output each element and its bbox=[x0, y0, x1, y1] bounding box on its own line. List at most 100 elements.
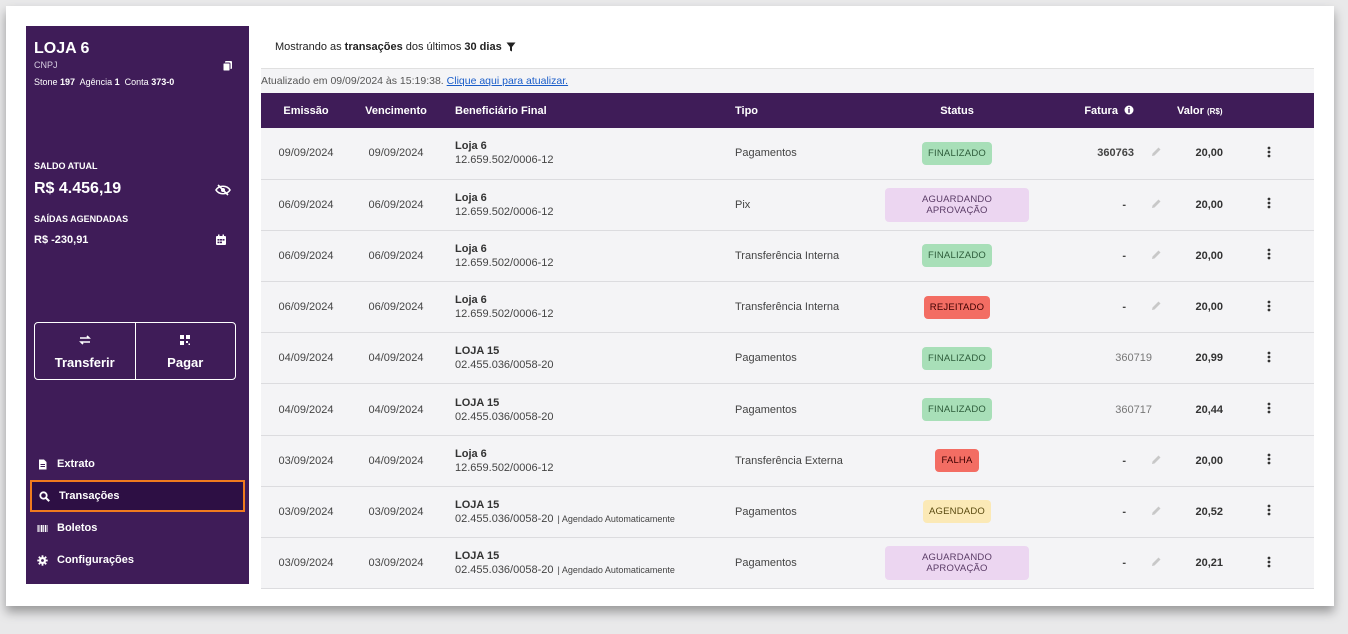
amount: 20,00 bbox=[1195, 301, 1223, 314]
col-valor-label: Valor bbox=[1177, 104, 1204, 117]
beneficiary-name: Loja 6 bbox=[455, 191, 487, 204]
pay-button[interactable]: Pagar bbox=[134, 323, 236, 379]
cell-tipo: Transferência Interna bbox=[735, 301, 840, 314]
more-options-icon[interactable] bbox=[1267, 146, 1271, 158]
cell-emissao: 03/09/2024 bbox=[278, 505, 334, 518]
pencil-icon[interactable] bbox=[1151, 300, 1162, 311]
col-status[interactable]: Status bbox=[940, 104, 974, 117]
cell-emissao: 09/09/2024 bbox=[278, 147, 334, 160]
info-icon[interactable] bbox=[1124, 105, 1134, 115]
sidebar-item-label: Configurações bbox=[57, 554, 135, 566]
pencil-icon[interactable] bbox=[1151, 249, 1162, 260]
col-tipo[interactable]: Tipo bbox=[735, 104, 759, 117]
calendar-icon[interactable] bbox=[215, 234, 227, 246]
cell-actions bbox=[1223, 282, 1314, 333]
pencil-icon[interactable] bbox=[1151, 454, 1162, 465]
col-valor[interactable]: Valor (R$) bbox=[1177, 93, 1223, 128]
table-row[interactable]: 03/09/2024 03/09/2024 LOJA 15 02.455.036/00… bbox=[261, 486, 1314, 538]
account-value: 373-0 bbox=[151, 77, 175, 87]
cell-beneficiario: LOJA 15 02.455.036/0058-20 bbox=[441, 384, 735, 435]
schedule-note: | Agendado Automaticamente bbox=[557, 513, 675, 524]
more-options-icon[interactable] bbox=[1267, 197, 1271, 209]
beneficiary-name: LOJA 15 bbox=[455, 396, 500, 409]
invoice-number[interactable]: 360717 bbox=[1115, 403, 1152, 416]
document-icon bbox=[39, 459, 47, 469]
more-options-icon[interactable] bbox=[1267, 504, 1271, 516]
cell-valor: 20,21 bbox=[1179, 538, 1223, 589]
beneficiary-cnpj: 02.455.036/0058-20 bbox=[455, 359, 554, 372]
sidebar-item-transacoes[interactable]: Transações bbox=[30, 480, 245, 512]
cell-valor: 20,00 bbox=[1179, 230, 1223, 281]
table-row[interactable]: 06/09/2024 06/09/2024 Loja 6 12.659.502/000… bbox=[261, 281, 1314, 333]
filter-icon[interactable] bbox=[506, 42, 516, 52]
cell-edit bbox=[1134, 538, 1179, 589]
invoice-number: - bbox=[1122, 505, 1126, 518]
cell-emissao: 03/09/2024 bbox=[278, 454, 334, 467]
last-updated-text: Atualizado em 09/09/2024 às 15:19:38. bbox=[261, 75, 444, 87]
col-emissao[interactable]: Emissão bbox=[283, 104, 329, 117]
pencil-icon[interactable] bbox=[1151, 556, 1162, 567]
search-icon bbox=[39, 490, 50, 502]
table-row[interactable]: 03/09/2024 04/09/2024 Loja 6 12.659.502/000… bbox=[261, 435, 1314, 487]
amount: 20,00 bbox=[1195, 198, 1223, 211]
more-options-icon[interactable] bbox=[1267, 453, 1271, 465]
sidebar-item-extrato[interactable]: Extrato bbox=[26, 448, 249, 480]
transfer-label: Transferir bbox=[54, 354, 115, 370]
more-options-icon[interactable] bbox=[1267, 351, 1271, 363]
beneficiary-doc: 12.659.502/0006-12 bbox=[455, 257, 735, 269]
beneficiary-doc: 12.659.502/0006-12 bbox=[455, 308, 735, 320]
col-vencimento[interactable]: Vencimento bbox=[365, 104, 427, 117]
pencil-icon[interactable] bbox=[1151, 146, 1162, 157]
table-row[interactable]: 04/09/2024 04/09/2024 LOJA 15 02.455.036/00… bbox=[261, 332, 1314, 384]
beneficiary-doc: 02.455.036/0058-20 bbox=[455, 359, 735, 371]
beneficiary-name: Loja 6 bbox=[455, 294, 487, 307]
beneficiary-cnpj: 02.455.036/0058-20 bbox=[455, 564, 554, 577]
more-options-icon[interactable] bbox=[1267, 402, 1271, 414]
beneficiary-cnpj: 12.659.502/0006-12 bbox=[455, 154, 554, 167]
more-options-icon[interactable] bbox=[1267, 248, 1271, 260]
gear-icon bbox=[37, 554, 48, 566]
agency-value: 1 bbox=[114, 77, 120, 87]
table-row[interactable]: 06/09/2024 06/09/2024 Loja 6 12.659.502/000… bbox=[261, 179, 1314, 231]
cell-status: FALHA bbox=[885, 435, 1029, 486]
sidebar-item-boletos[interactable]: Boletos bbox=[26, 512, 249, 544]
cell-valor: 20,99 bbox=[1179, 333, 1223, 384]
table-row[interactable]: 06/09/2024 06/09/2024 Loja 6 12.659.502/000… bbox=[261, 230, 1314, 282]
filter-prefix: Mostrando as bbox=[275, 41, 342, 53]
table-row[interactable]: 04/09/2024 04/09/2024 LOJA 15 02.455.036/00… bbox=[261, 383, 1314, 436]
quick-actions: Transferir Pagar bbox=[34, 322, 236, 380]
store-bank-info: Stone 197 Agência 1 Conta 373-0 bbox=[34, 77, 174, 87]
cell-emissao: 06/09/2024 bbox=[278, 249, 334, 262]
table-row[interactable]: 03/09/2024 03/09/2024 LOJA 15 02.455.036/00… bbox=[261, 537, 1314, 589]
cell-actions bbox=[1223, 435, 1314, 486]
status-badge: AGENDADO bbox=[923, 500, 991, 524]
scheduled-label: SAÍDAS AGENDADAS bbox=[34, 214, 129, 224]
sidebar-item-configuracoes[interactable]: Configurações bbox=[26, 544, 249, 576]
cell-tipo: Pagamentos bbox=[735, 557, 797, 570]
refresh-link[interactable]: Clique aqui para atualizar. bbox=[446, 75, 569, 87]
status-badge: AGUARDANDO APROVAÇÃO bbox=[885, 187, 1029, 222]
beneficiary-cnpj: 02.455.036/0058-20 bbox=[455, 410, 554, 423]
beneficiary-name: LOJA 15 bbox=[455, 498, 500, 511]
amount: 20,00 bbox=[1195, 454, 1223, 467]
table-row[interactable]: 09/09/2024 09/09/2024 Loja 6 12.659.502/000… bbox=[261, 128, 1314, 180]
col-valor-unit: (R$) bbox=[1206, 106, 1223, 116]
invoice-number[interactable]: 360719 bbox=[1115, 352, 1152, 365]
copy-icon[interactable] bbox=[222, 60, 234, 72]
bank-value: 197 bbox=[60, 77, 76, 87]
beneficiary-name: Loja 6 bbox=[455, 140, 487, 153]
pencil-icon[interactable] bbox=[1151, 198, 1162, 209]
eye-off-icon[interactable] bbox=[215, 184, 231, 196]
cell-emissao: 04/09/2024 bbox=[278, 352, 334, 365]
more-options-icon[interactable] bbox=[1267, 556, 1271, 568]
cell-valor: 20,00 bbox=[1179, 435, 1223, 486]
status-badge: FINALIZADO bbox=[922, 398, 992, 422]
invoice-number[interactable]: 360763 bbox=[1097, 147, 1134, 160]
col-beneficiario[interactable]: Beneficiário Final bbox=[455, 104, 547, 117]
col-fatura[interactable]: Fatura bbox=[1029, 93, 1134, 128]
transfer-button[interactable]: Transferir bbox=[35, 323, 135, 379]
beneficiary-name: Loja 6 bbox=[455, 242, 487, 255]
pencil-icon[interactable] bbox=[1151, 505, 1162, 516]
more-options-icon[interactable] bbox=[1267, 300, 1271, 312]
bank-label: Stone bbox=[34, 77, 58, 87]
